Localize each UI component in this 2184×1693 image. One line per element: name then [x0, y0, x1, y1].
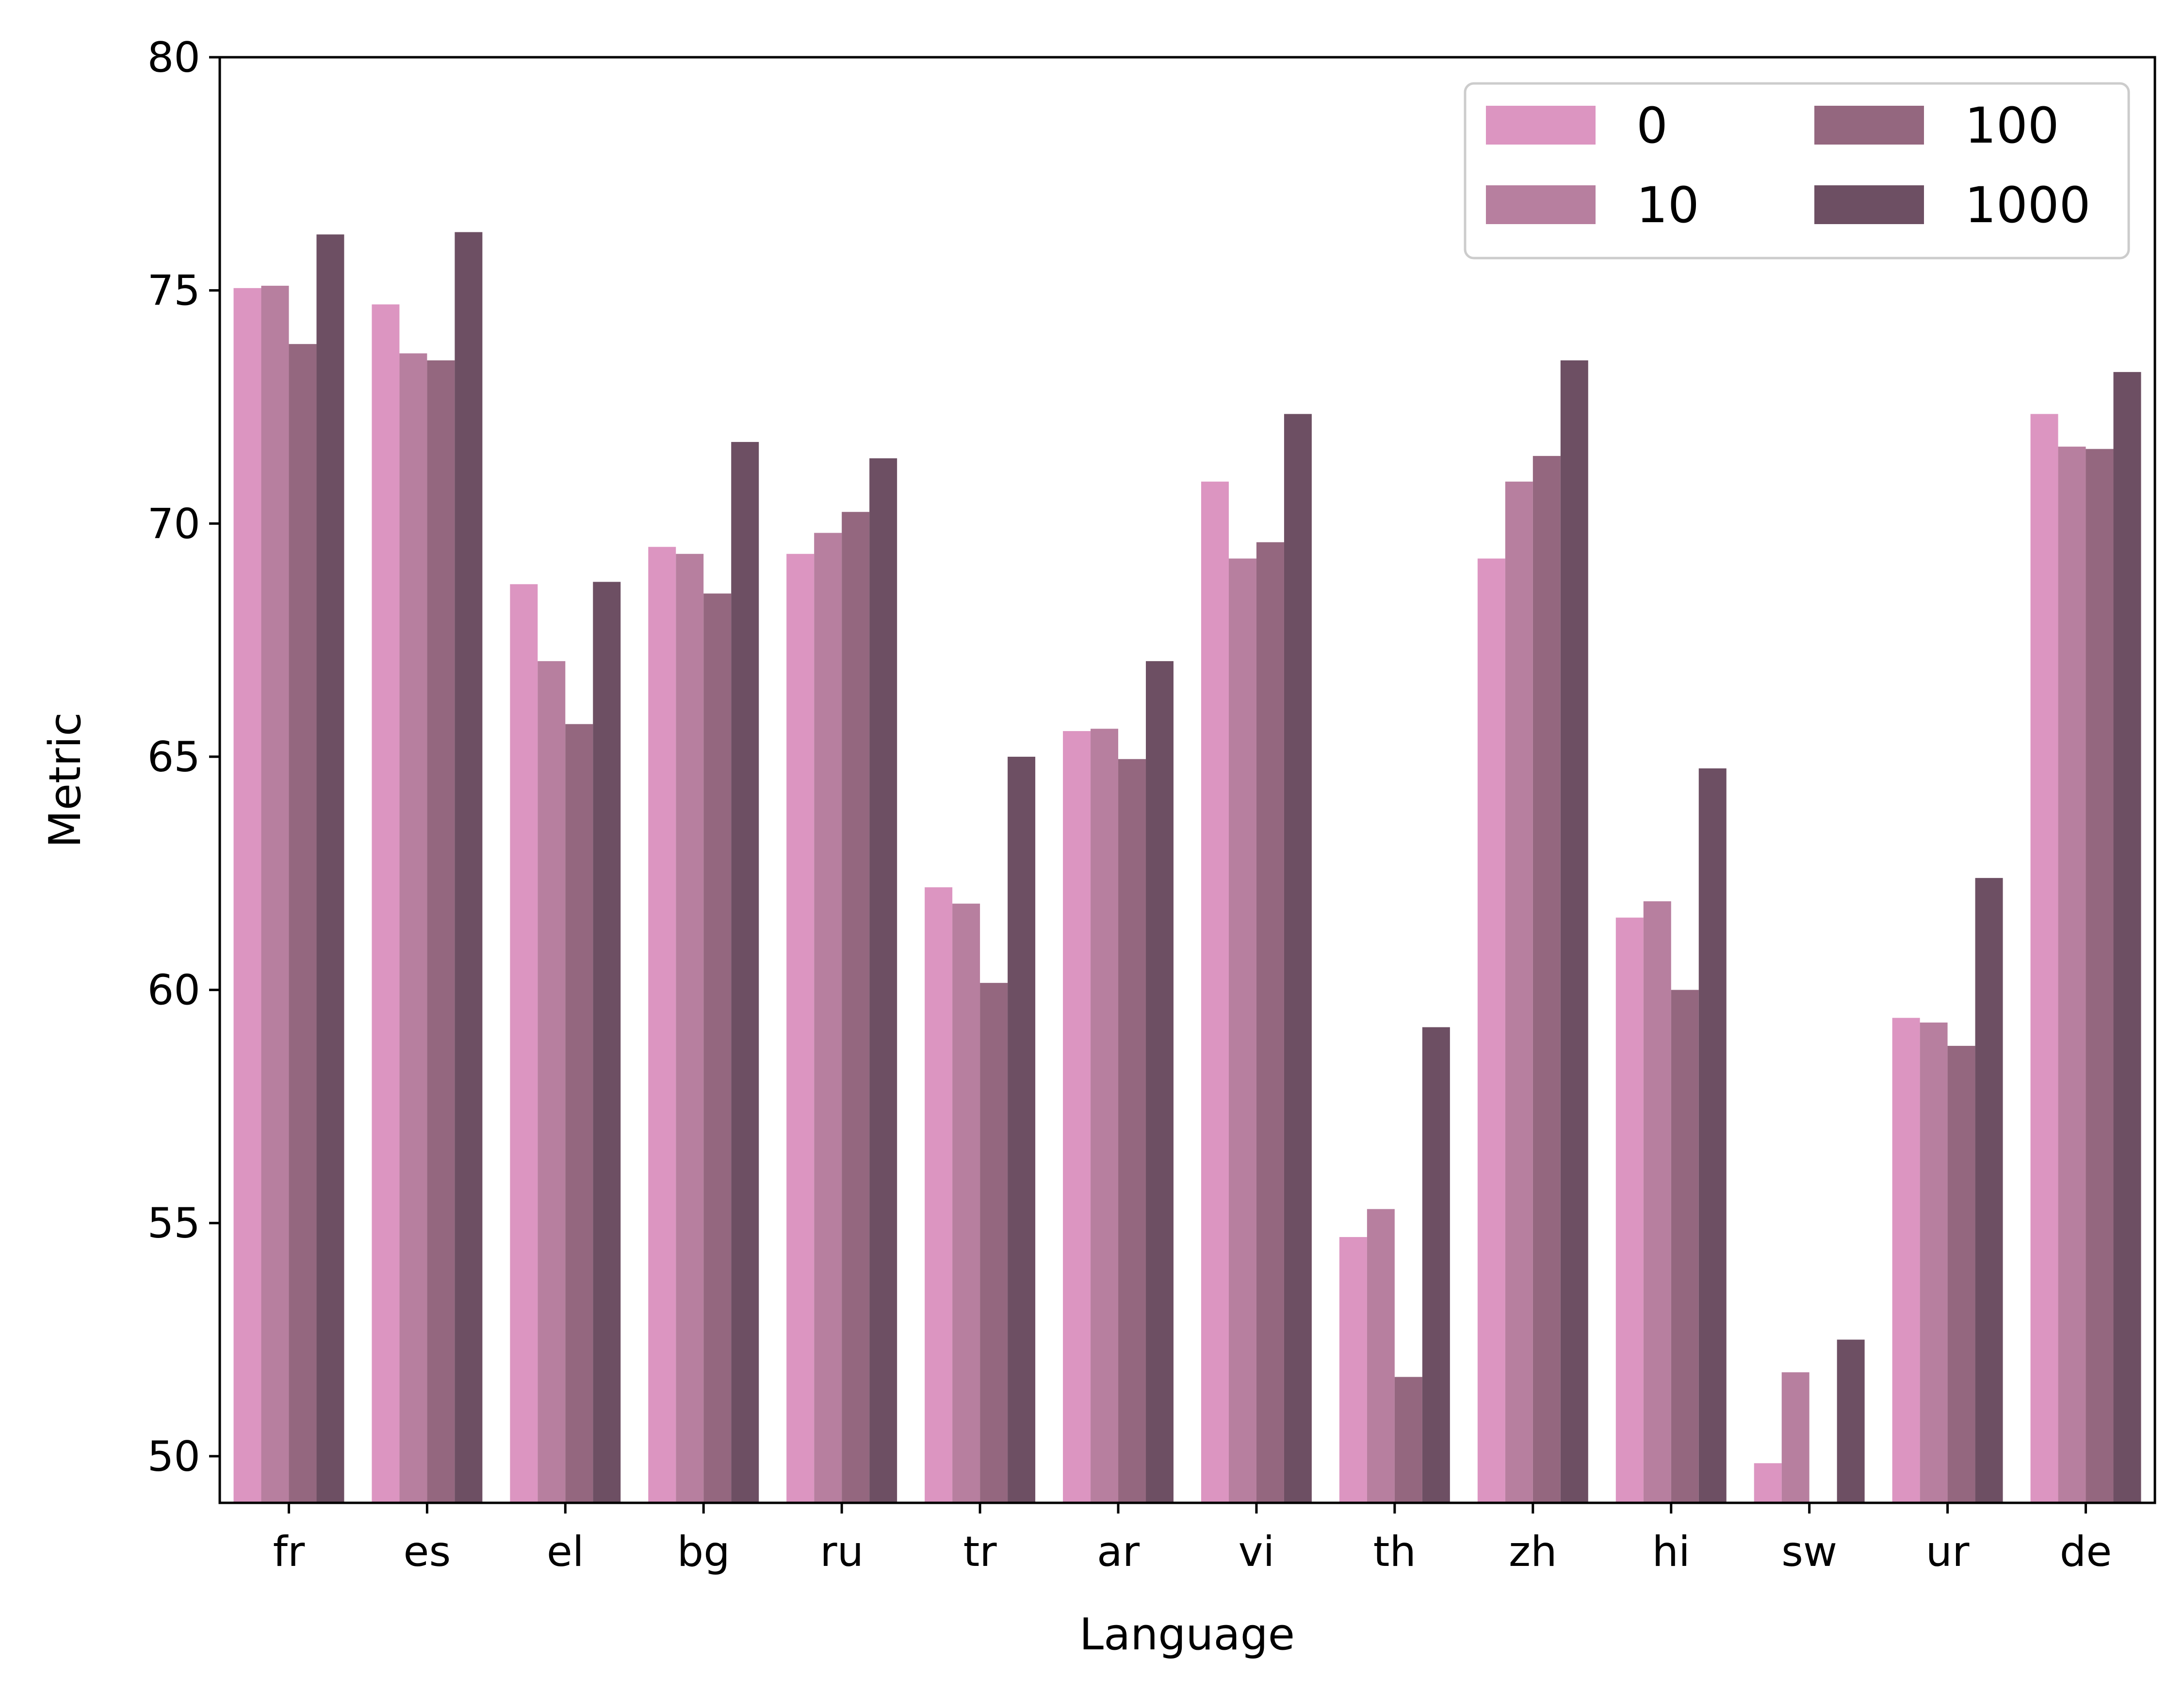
x-tick-label-el: el	[547, 1528, 584, 1576]
bar-hi-10	[1643, 901, 1671, 1503]
bar-de-10	[2058, 446, 2086, 1503]
y-tick-label: 65	[147, 733, 200, 781]
bar-fr-100	[289, 344, 317, 1503]
legend-label-0: 0	[1636, 97, 1668, 155]
y-tick-label: 80	[147, 33, 200, 82]
bar-sw-0	[1754, 1463, 1782, 1503]
y-tick-label: 60	[147, 966, 200, 1015]
legend: 0 10 100 1000	[1464, 82, 2130, 260]
x-tick-label-vi: vi	[1239, 1528, 1275, 1576]
bar-fr-0	[233, 288, 261, 1503]
y-tick-label: 70	[147, 500, 200, 548]
bar-sw-10	[1781, 1372, 1809, 1503]
bar-th-10	[1367, 1209, 1395, 1503]
bar-ru-100	[842, 512, 870, 1503]
bar-es-10	[399, 353, 427, 1503]
bar-ar-10	[1091, 729, 1119, 1503]
y-tick-label: 55	[147, 1199, 200, 1248]
x-axis-title: Language	[1079, 1609, 1295, 1660]
legend-label-100: 100	[1965, 97, 2059, 155]
bar-es-0	[372, 304, 400, 1503]
x-tick-label-zh: zh	[1509, 1528, 1557, 1576]
bar-ru-0	[786, 553, 815, 1503]
x-tick-label-fr: fr	[273, 1528, 305, 1576]
x-axis: fr es el bg ru tr ar vi th zh hi sw ur de	[273, 1503, 2112, 1576]
bar-ur-10	[1920, 1022, 1948, 1503]
bar-bg-100	[703, 593, 732, 1503]
bar-th-1000	[1422, 1027, 1450, 1503]
bar-el-10	[538, 661, 566, 1503]
x-tick-label-sw: sw	[1781, 1528, 1837, 1576]
bar-fr-1000	[316, 234, 344, 1503]
bar-tr-10	[952, 903, 980, 1503]
x-tick-label-bg: bg	[677, 1528, 730, 1576]
y-tick-label: 75	[147, 267, 200, 315]
bar-tr-100	[980, 983, 1008, 1503]
x-tick-label-hi: hi	[1652, 1528, 1690, 1576]
bar-tr-1000	[1008, 756, 1036, 1503]
legend-swatch-100	[1814, 106, 1924, 145]
bar-zh-10	[1505, 481, 1533, 1503]
bar-ru-1000	[869, 458, 897, 1503]
bar-es-1000	[455, 232, 483, 1503]
bar-hi-1000	[1698, 768, 1727, 1503]
bars-layer	[233, 232, 2141, 1503]
bar-fr-10	[261, 286, 289, 1503]
bar-hi-100	[1671, 990, 1699, 1503]
x-tick-label-ur: ur	[1926, 1528, 1970, 1576]
bar-zh-0	[1477, 558, 1505, 1503]
bar-ar-0	[1063, 731, 1091, 1503]
bar-ar-100	[1118, 759, 1146, 1503]
x-tick-label-ru: ru	[820, 1528, 864, 1576]
bar-ru-10	[814, 533, 842, 1503]
plot-frame	[218, 56, 2156, 1504]
bar-el-0	[510, 584, 538, 1503]
bar-es-100	[427, 360, 455, 1503]
bar-ar-1000	[1146, 661, 1174, 1503]
bar-tr-0	[925, 887, 953, 1503]
bar-zh-100	[1532, 456, 1561, 1503]
x-tick-label-es: es	[404, 1528, 451, 1576]
bar-th-100	[1394, 1377, 1422, 1503]
legend-frame	[1464, 82, 2130, 260]
legend-swatch-0	[1486, 106, 1596, 145]
bar-bg-1000	[731, 442, 759, 1503]
bar-ur-0	[1892, 1018, 1920, 1503]
legend-swatch-10	[1486, 185, 1596, 224]
bar-de-1000	[2113, 372, 2141, 1503]
bar-el-100	[565, 724, 593, 1503]
y-axis: 50 55 60 65 70 75 80	[147, 33, 220, 1481]
bar-ur-100	[1947, 1045, 1975, 1503]
y-axis-title: Metric	[40, 712, 91, 848]
bar-vi-0	[1201, 481, 1229, 1503]
x-tick-label-ar: ar	[1097, 1528, 1140, 1576]
bar-th-0	[1339, 1237, 1367, 1503]
bar-sw-1000	[1837, 1339, 1865, 1503]
bar-bg-0	[648, 547, 676, 1503]
legend-label-1000: 1000	[1965, 177, 2091, 234]
bar-bg-10	[676, 553, 704, 1503]
bar-vi-100	[1256, 542, 1284, 1503]
bar-el-1000	[593, 582, 621, 1503]
bar-vi-1000	[1284, 414, 1312, 1503]
bar-ur-1000	[1975, 878, 2003, 1503]
legend-label-10: 10	[1636, 177, 1699, 234]
bar-de-100	[2086, 449, 2114, 1503]
x-tick-label-th: th	[1373, 1528, 1416, 1576]
bar-hi-0	[1615, 917, 1644, 1503]
legend-swatch-1000	[1814, 185, 1924, 224]
bar-zh-1000	[1560, 360, 1588, 1503]
y-tick-label: 50	[147, 1433, 200, 1481]
bar-vi-10	[1228, 558, 1256, 1503]
x-tick-label-de: de	[2060, 1528, 2112, 1576]
x-tick-label-tr: tr	[963, 1528, 997, 1576]
bar-de-0	[2030, 414, 2058, 1503]
